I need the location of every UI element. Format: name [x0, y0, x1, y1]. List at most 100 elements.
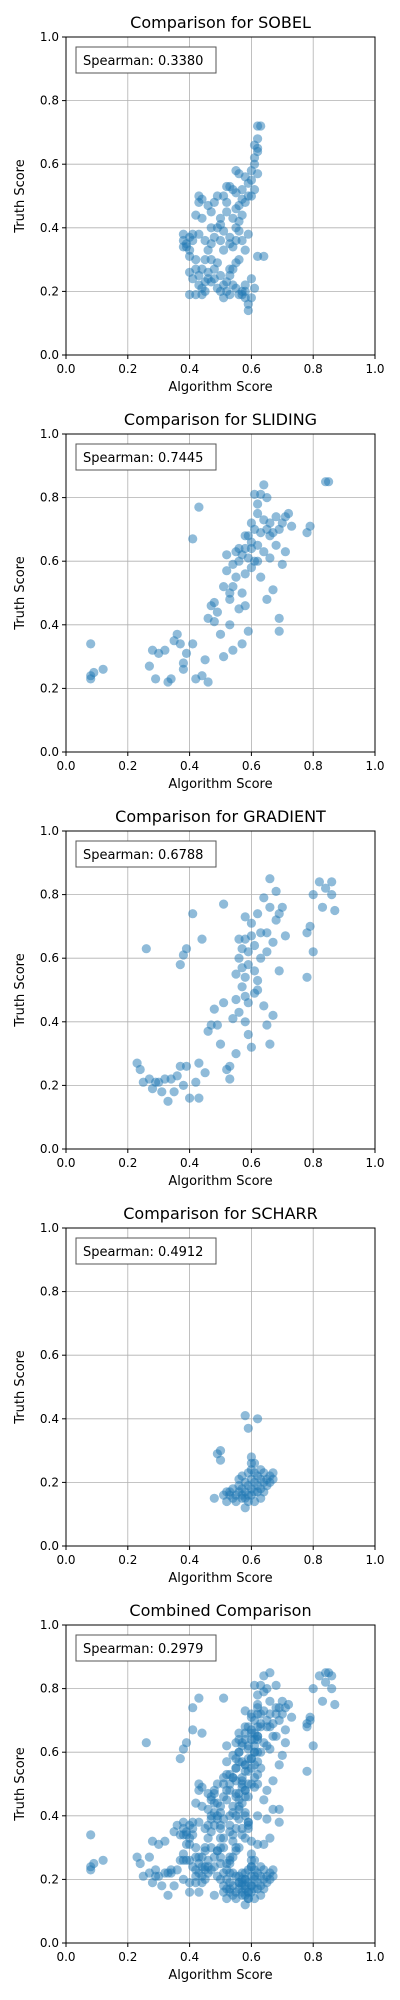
scatter-point: [243, 960, 253, 970]
scatter-point: [321, 1677, 331, 1687]
scatter-point: [243, 1792, 253, 1802]
scatter-point: [231, 969, 241, 979]
scatter-point: [200, 655, 210, 665]
y-tick-label: 0.8: [40, 1682, 59, 1696]
scatter-point: [262, 1741, 272, 1751]
scatter-point: [181, 944, 192, 954]
scatter-point: [256, 572, 266, 582]
spearman-label: Spearman: 0.2979: [83, 1642, 203, 1657]
spearman-box: [75, 443, 217, 471]
scatter-point: [191, 1077, 201, 1087]
scatter-point: [206, 207, 216, 217]
scatter-point: [280, 1738, 290, 1748]
scatter-point: [188, 1725, 198, 1735]
scatter-point: [237, 194, 247, 204]
scatter-point: [135, 1858, 145, 1869]
x-tick-label: 0.2: [118, 759, 137, 773]
x-axis-label: Algorithm Score: [168, 1571, 272, 1586]
scatter-point: [212, 1814, 222, 1824]
y-tick-label: 0.2: [40, 284, 59, 298]
scatter-point: [265, 1668, 275, 1678]
scatter-point: [246, 293, 256, 303]
scatter-point: [228, 1014, 238, 1024]
scatter-point: [197, 671, 207, 681]
scatter-point: [200, 1068, 210, 1078]
scatter-point: [308, 1684, 318, 1694]
scatter-point: [277, 559, 287, 570]
x-tick-label: 0.0: [56, 1950, 75, 1964]
scatter-point: [225, 290, 235, 300]
scatter-point: [246, 563, 256, 573]
scatter-point: [225, 239, 235, 249]
scatter-point: [172, 1820, 182, 1830]
scatter-point: [234, 1007, 244, 1017]
y-tick-label: 0.0: [40, 1539, 59, 1553]
scatter-point: [259, 893, 269, 903]
y-tick-label: 0.8: [40, 491, 59, 505]
scatter-point: [240, 912, 250, 922]
scatter-point: [185, 1820, 195, 1830]
scatter-point: [271, 540, 281, 550]
scatter-point: [234, 1747, 244, 1757]
scatter-point: [240, 1706, 250, 1716]
scatter-point: [163, 1096, 173, 1106]
scatter-point: [249, 185, 260, 195]
scatter-point: [197, 1782, 207, 1792]
scatter-point: [308, 890, 318, 900]
scatter-point: [262, 1722, 272, 1732]
scatter-point: [274, 613, 284, 624]
y-axis-label: Truth Score: [13, 1350, 28, 1425]
scatter-point: [240, 280, 250, 290]
scatter-point: [225, 1868, 235, 1878]
scatter-point: [194, 1852, 204, 1862]
scatter-point: [243, 229, 253, 239]
scatter-point: [188, 909, 198, 919]
spearman-box: [75, 840, 217, 868]
scatter-point: [253, 1811, 263, 1821]
chart-panel: Comparison for SLIDING 0.00.0 0.2 0.2 0.4 0.4…: [13, 410, 385, 792]
scatter-point: [89, 667, 99, 678]
scatter-point: [302, 1766, 312, 1776]
scatter-point: [215, 1446, 226, 1456]
y-tick-label: 0.6: [40, 157, 59, 171]
scatter-point: [225, 1827, 235, 1837]
scatter-point: [259, 480, 269, 490]
scatter-point: [271, 1680, 281, 1690]
scatter-point: [324, 477, 334, 487]
scatter-point: [228, 213, 238, 223]
chart-title: Comparison for SLIDING: [124, 410, 317, 429]
scatter-point: [237, 210, 247, 220]
scatter-point: [274, 1817, 284, 1827]
x-tick-label: 0.8: [304, 1156, 323, 1170]
scatter-point: [243, 947, 253, 957]
scatter-point: [262, 1785, 272, 1795]
x-tick-label: 0.0: [56, 1553, 75, 1567]
x-tick-label: 0.8: [304, 1553, 323, 1567]
scatter-point: [219, 1773, 229, 1783]
scatter-point: [160, 1836, 170, 1846]
y-tick-label: 0.4: [40, 1809, 59, 1823]
plot-frame: [65, 830, 376, 1150]
chart-panel: Comparison for GRADIENT 0.00.0 0.2 0.2 0.4 0.…: [13, 807, 385, 1189]
scatter-point: [200, 235, 210, 246]
x-tick-label: 0.4: [180, 1950, 199, 1964]
scatter-point: [178, 664, 188, 674]
scatter-point: [253, 508, 263, 519]
x-tick-label: 1.0: [365, 362, 384, 376]
scatter-point: [283, 508, 294, 519]
scatter-point: [259, 1795, 269, 1805]
scatter-point: [175, 1830, 185, 1840]
scatter-point: [86, 1830, 96, 1840]
y-tick-label: 0.2: [40, 1872, 59, 1886]
x-tick-label: 0.4: [180, 759, 199, 773]
scatter-point: [200, 1862, 210, 1872]
scatter-point: [197, 934, 207, 944]
scatter-point: [280, 547, 290, 557]
scatter-point: [317, 1696, 328, 1706]
scatter-point: [327, 1671, 337, 1681]
scatter-point: [191, 264, 201, 274]
scatter-point: [240, 245, 250, 255]
scatter-point: [185, 1093, 195, 1103]
scatter-point: [253, 121, 263, 131]
scatter-point: [212, 607, 222, 617]
